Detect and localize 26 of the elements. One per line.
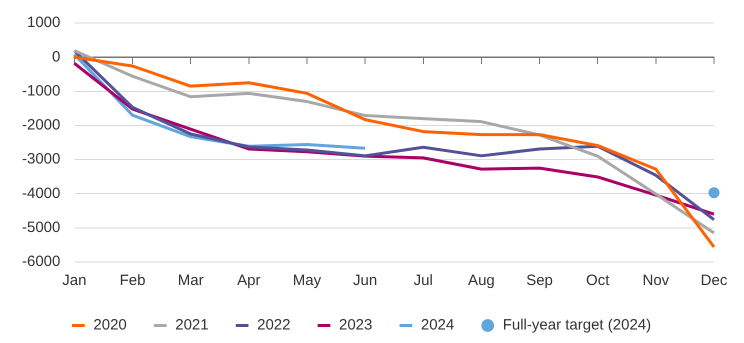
x-tick-label: Aug bbox=[468, 272, 495, 290]
x-tick-label: Jan bbox=[62, 272, 86, 290]
legend-label: 2020 bbox=[93, 316, 127, 334]
x-tick-label: Jun bbox=[353, 272, 378, 290]
x-tick-label: Mar bbox=[178, 272, 204, 290]
x-tick-label: May bbox=[292, 272, 322, 290]
y-tick-label: 1000 bbox=[26, 14, 60, 32]
y-tick-label: 0 bbox=[52, 48, 60, 66]
y-tick-label: -6000 bbox=[22, 253, 60, 270]
x-tick-label: Oct bbox=[586, 272, 610, 290]
y-tick-label: -2000 bbox=[22, 116, 60, 134]
legend-label: 2023 bbox=[338, 316, 372, 334]
y-tick-label: -4000 bbox=[22, 184, 60, 202]
x-tick-label: Dec bbox=[700, 272, 728, 290]
x-tick-label: Nov bbox=[642, 272, 670, 290]
y-tick-label: -5000 bbox=[22, 219, 60, 236]
x-tick-label: Jul bbox=[414, 272, 433, 290]
legend-label: Full-year target (2024) bbox=[502, 316, 652, 334]
x-tick-label: Apr bbox=[237, 272, 260, 290]
legend-label: 2024 bbox=[420, 316, 454, 334]
x-tick-label: Feb bbox=[120, 272, 146, 290]
x-tick-label: Sep bbox=[526, 272, 553, 290]
legend-label: 2022 bbox=[257, 316, 290, 334]
y-tick-label: -3000 bbox=[22, 150, 60, 168]
legend-label: 2021 bbox=[175, 316, 209, 334]
y-tick-label: -1000 bbox=[22, 82, 60, 100]
